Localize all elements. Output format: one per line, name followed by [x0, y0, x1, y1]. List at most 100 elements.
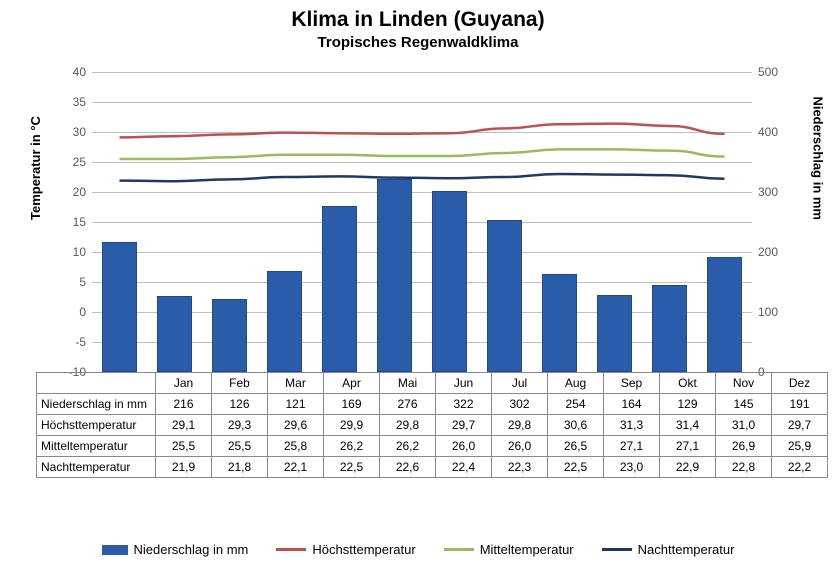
table-cell: 21,9	[156, 457, 212, 478]
table-cell: 216	[156, 394, 212, 415]
table-cell: 29,9	[324, 415, 380, 436]
table-cell: 30,6	[548, 415, 604, 436]
table-cell: 26,9	[716, 436, 772, 457]
legend-item-precip: Niederschlag in mm	[102, 542, 249, 557]
month-header: Jun	[436, 373, 492, 394]
y-left-tick-label: 25	[73, 155, 92, 169]
table-cell: 29,6	[268, 415, 324, 436]
month-header: Dez	[772, 373, 828, 394]
table-cell: 26,0	[492, 436, 548, 457]
y-right-tick-label: 300	[752, 185, 778, 199]
table-cell: 22,5	[324, 457, 380, 478]
bar-swatch-icon	[102, 545, 128, 555]
y-left-tick-label: -5	[75, 335, 92, 349]
table-cell: 25,8	[268, 436, 324, 457]
data-table: JanFebMarAprMaiJunJulAugSepOktNovDezNied…	[36, 372, 810, 478]
legend-item-mean: Mitteltemperatur	[444, 542, 574, 557]
table-cell: 254	[548, 394, 604, 415]
month-header: Jan	[156, 373, 212, 394]
table-cell: 22,2	[772, 457, 828, 478]
month-header: Mar	[268, 373, 324, 394]
table-cell: 22,6	[380, 457, 436, 478]
y-left-tick-label: 20	[73, 185, 92, 199]
climate-chart-container: Klima in Linden (Guyana) Tropisches Rege…	[0, 0, 836, 575]
line-low	[120, 174, 725, 181]
legend-label: Mitteltemperatur	[480, 542, 574, 557]
table-cell: 22,5	[548, 457, 604, 478]
table-corner	[37, 373, 156, 394]
row-header-high: Höchsttemperatur	[37, 415, 156, 436]
row-header-mean: Mitteltemperatur	[37, 436, 156, 457]
line-series-svg	[92, 72, 752, 372]
y-left-tick-label: 10	[73, 245, 92, 259]
month-header: Sep	[604, 373, 660, 394]
month-header: Aug	[548, 373, 604, 394]
y-right-tick-label: 400	[752, 125, 778, 139]
table-cell: 25,9	[772, 436, 828, 457]
table-cell: 22,3	[492, 457, 548, 478]
table-cell: 29,1	[156, 415, 212, 436]
y-axis-left-title: Temperatur in °C	[28, 116, 43, 220]
table-cell: 26,2	[324, 436, 380, 457]
legend-item-low: Nachttemperatur	[602, 542, 735, 557]
table-cell: 322	[436, 394, 492, 415]
table-cell: 31,0	[716, 415, 772, 436]
plot-area: -10-505101520253035400100200300400500	[92, 72, 752, 372]
y-left-tick-label: 35	[73, 95, 92, 109]
table-cell: 31,4	[660, 415, 716, 436]
legend-item-high: Höchsttemperatur	[276, 542, 415, 557]
y-axis-right-title: Niederschlag in mm	[811, 96, 826, 220]
table-cell: 29,3	[212, 415, 268, 436]
table-cell: 191	[772, 394, 828, 415]
y-right-tick-label: 200	[752, 245, 778, 259]
legend-label: Niederschlag in mm	[134, 542, 249, 557]
table-cell: 145	[716, 394, 772, 415]
line-mean	[120, 149, 725, 159]
table-cell: 22,8	[716, 457, 772, 478]
line-swatch-icon	[602, 548, 632, 551]
table-cell: 22,9	[660, 457, 716, 478]
y-right-tick-label: 100	[752, 305, 778, 319]
line-swatch-icon	[444, 548, 474, 551]
line-high	[120, 124, 725, 138]
month-header: Jul	[492, 373, 548, 394]
table-cell: 27,1	[604, 436, 660, 457]
chart-title: Klima in Linden (Guyana)	[0, 0, 836, 32]
table-cell: 27,1	[660, 436, 716, 457]
table-cell: 164	[604, 394, 660, 415]
y-right-tick-label: 500	[752, 65, 778, 79]
table-cell: 129	[660, 394, 716, 415]
table-cell: 29,7	[772, 415, 828, 436]
table-cell: 169	[324, 394, 380, 415]
table-cell: 302	[492, 394, 548, 415]
table-cell: 31,3	[604, 415, 660, 436]
y-left-tick-label: 15	[73, 215, 92, 229]
table-cell: 25,5	[156, 436, 212, 457]
chart-subtitle: Tropisches Regenwaldklima	[0, 32, 836, 51]
table-cell: 121	[268, 394, 324, 415]
legend-label: Höchsttemperatur	[312, 542, 415, 557]
table-cell: 26,2	[380, 436, 436, 457]
row-header-precip: Niederschlag in mm	[37, 394, 156, 415]
month-header: Feb	[212, 373, 268, 394]
table-cell: 25,5	[212, 436, 268, 457]
y-left-tick-label: 0	[79, 305, 92, 319]
table-cell: 22,1	[268, 457, 324, 478]
row-header-low: Nachttemperatur	[37, 457, 156, 478]
month-header: Okt	[660, 373, 716, 394]
table-cell: 26,0	[436, 436, 492, 457]
month-header: Apr	[324, 373, 380, 394]
table-cell: 126	[212, 394, 268, 415]
table-cell: 22,4	[436, 457, 492, 478]
y-left-tick-label: 5	[79, 275, 92, 289]
table-cell: 29,8	[380, 415, 436, 436]
month-header: Nov	[716, 373, 772, 394]
table-cell: 29,7	[436, 415, 492, 436]
table-cell: 21,8	[212, 457, 268, 478]
table-cell: 276	[380, 394, 436, 415]
y-left-tick-label: 30	[73, 125, 92, 139]
legend-label: Nachttemperatur	[638, 542, 735, 557]
line-swatch-icon	[276, 548, 306, 551]
legend: Niederschlag in mm Höchsttemperatur Mitt…	[0, 542, 836, 557]
table-cell: 26,5	[548, 436, 604, 457]
